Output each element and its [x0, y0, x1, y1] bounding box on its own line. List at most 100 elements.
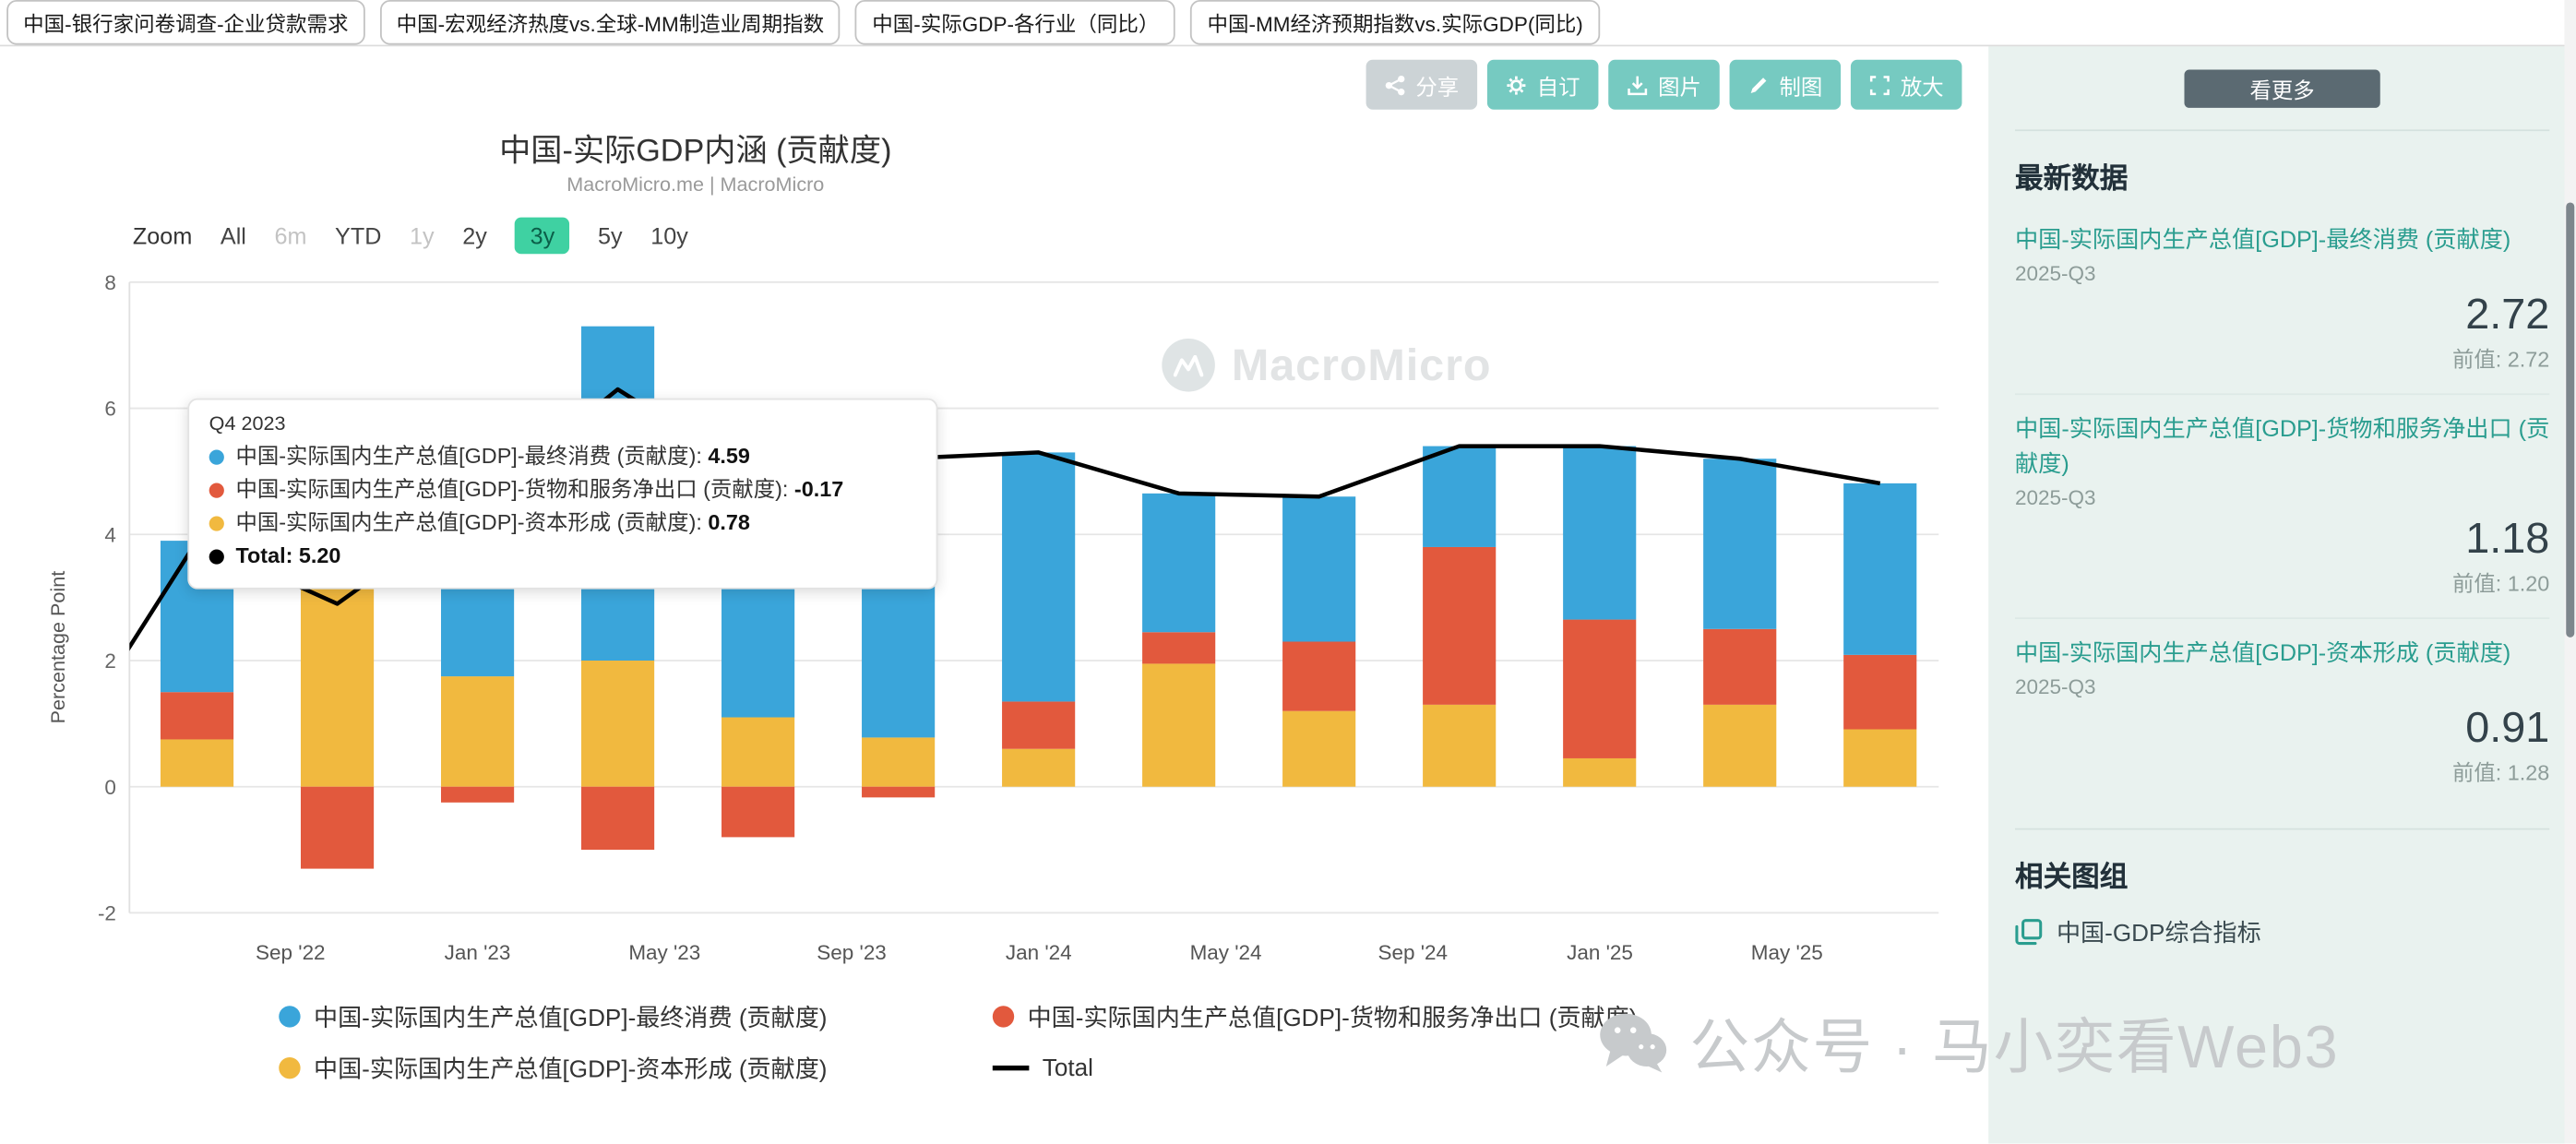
latest-data-date: 2025-Q3: [2014, 262, 2096, 286]
tooltip-row: 中国-实际国内生产总值[GDP]-货物和服务净出口 (贡献度): -0.17: [209, 473, 916, 506]
svg-text:Jan '23: Jan '23: [445, 941, 511, 964]
legend-label: 中国-实际国内生产总值[GDP]-最终消费 (贡献度): [314, 1006, 828, 1032]
wechat-watermark: 公众号 · 马小奕看Web3: [1597, 999, 2340, 1086]
svg-text:May '25: May '25: [1751, 941, 1823, 964]
gear-icon: [1506, 74, 1527, 95]
svg-text:8: 8: [104, 271, 116, 294]
svg-text:Jan '24: Jan '24: [1006, 941, 1072, 964]
series-color-dot: [209, 482, 224, 497]
svg-text:6: 6: [104, 398, 116, 421]
page-tab-2[interactable]: 中国-宏观经济热度vs.全球-MM制造业周期指数: [379, 0, 841, 45]
legend-label: Total: [1042, 1055, 1093, 1082]
zoom-option-YTD[interactable]: YTD: [335, 222, 382, 249]
share-icon: [1384, 74, 1405, 95]
zoom-option-All[interactable]: All: [220, 222, 246, 249]
tab-bar: 中国-银行家问卷调查-企业贷款需求 中国-宏观经济热度vs.全球-MM制造业周期指…: [0, 0, 2576, 47]
divider: [2014, 828, 2550, 830]
series-color-dot: [209, 515, 224, 530]
chart-subtitle: MacroMicro.me | MacroMicro: [566, 173, 825, 197]
image-button[interactable]: 图片: [1608, 59, 1720, 110]
series-color-dot: [279, 1006, 301, 1028]
zoom-label: Zoom: [132, 222, 193, 249]
zoom-option-5y[interactable]: 5y: [598, 222, 623, 249]
sidebar: 看更多 最新数据 中国-实际国内生产总值[GDP]-最终消费 (贡献度) 2025…: [1988, 46, 2576, 1144]
svg-text:4: 4: [104, 523, 116, 546]
expand-icon: [1869, 74, 1890, 95]
gdp-contribution-chart[interactable]: 8 6 4 2 0 -2 Sep '22 Jan '23 May '23 Sep '23 Jan '…: [66, 257, 1967, 996]
macromicro-watermark: MacroMicro: [1162, 338, 1492, 392]
download-image-icon: [1627, 74, 1648, 95]
scrollbar-thumb[interactable]: [2566, 202, 2575, 638]
svg-text:Sep '24: Sep '24: [1378, 941, 1449, 964]
related-chart-group-link[interactable]: 中国-GDP综合指标: [2015, 914, 2549, 949]
zoom-option-6m: 6m: [274, 222, 307, 249]
latest-data-title: 最新数据: [2014, 162, 2129, 195]
chart-toolbar: 分享 自订 图片 制图 放大: [1366, 59, 1962, 110]
latest-data-item: 中国-实际国内生产总值[GDP]-资本形成 (贡献度) 2025-Q3 0.91 前值…: [2015, 619, 2549, 806]
latest-data-item: 中国-实际国内生产总值[GDP]-货物和服务净出口 (贡献度) 2025-Q3 1.…: [2014, 395, 2550, 620]
zoom-options: All 6m YTD 1y 2y 3y 5y 10y: [220, 217, 688, 255]
tooltip-row: 中国-实际国内生产总值[GDP]-资本形成 (贡献度): 0.78: [209, 506, 916, 540]
svg-text:Jan '25: Jan '25: [1567, 941, 1633, 964]
customize-button[interactable]: 自订: [1486, 59, 1599, 110]
latest-data-date: 2025-Q3: [2014, 675, 2096, 699]
main-area: 分享 自订 图片 制图 放大 中国-实际GDP内涵 (贡献度) MacroMicro.m…: [0, 46, 2576, 1144]
tooltip-row: 中国-实际国内生产总值[GDP]-最终消费 (贡献度): 4.59: [209, 440, 916, 473]
tooltip-row: Total: 5.20: [209, 540, 916, 573]
legend-label: 中国-实际国内生产总值[GDP]-货物和服务净出口 (贡献度): [1027, 1006, 1638, 1032]
zoom-option-10y[interactable]: 10y: [650, 222, 688, 249]
latest-data-date: 2025-Q3: [2014, 486, 2096, 510]
see-more-button[interactable]: 看更多: [2184, 69, 2380, 108]
chart-group-icon: [2015, 918, 2044, 947]
share-button[interactable]: 分享: [1366, 59, 1477, 110]
zoom-in-button[interactable]: 放大: [1850, 59, 1962, 110]
wechat-watermark-text: 公众号 · 马小奕看Web3: [1689, 1012, 2340, 1081]
divider: [2014, 129, 2550, 132]
page-tab-1[interactable]: 中国-银行家问卷调查-企业贷款需求: [6, 0, 365, 45]
latest-data-link[interactable]: 中国-实际国内生产总值[GDP]-资本形成 (贡献度): [2014, 638, 2511, 666]
legend-item[interactable]: 中国-实际国内生产总值[GDP]-最终消费 (贡献度): [279, 999, 993, 1034]
latest-data-item: 中国-实际国内生产总值[GDP]-最终消费 (贡献度) 2025-Q3 2.72 前值…: [2014, 206, 2550, 396]
latest-data-link[interactable]: 中国-实际国内生产总值[GDP]-货物和服务净出口 (贡献度): [2014, 414, 2550, 477]
svg-text:0: 0: [104, 776, 116, 799]
legend-label: 中国-实际国内生产总值[GDP]-资本形成 (贡献度): [314, 1056, 828, 1084]
latest-data-link[interactable]: 中国-实际国内生产总值[GDP]-最终消费 (贡献度): [2014, 225, 2511, 253]
svg-text:-2: -2: [98, 902, 116, 925]
chart-title: 中国-实际GDP内涵 (贡献度): [499, 134, 892, 170]
series-color-dot: [209, 548, 224, 564]
svg-text:May '24: May '24: [1190, 941, 1262, 964]
legend-item[interactable]: Total: [992, 1051, 1638, 1086]
svg-text:May '23: May '23: [628, 941, 700, 964]
chart-tooltip: Q4 2023 中国-实际国内生产总值[GDP]-最终消费 (贡献度): 4.5…: [187, 398, 938, 590]
legend-item[interactable]: 中国-实际国内生产总值[GDP]-资本形成 (贡献度): [279, 1051, 993, 1086]
page-tab-3[interactable]: 中国-实际GDP-各行业（同比）: [855, 0, 1176, 45]
latest-data-previous: 前值: 1.20: [2451, 570, 2550, 596]
series-color-dot: [209, 448, 224, 464]
pencil-icon: [1747, 74, 1769, 95]
chart-legend: 中国-实际国内生产总值[GDP]-最终消费 (贡献度) 中国-实际国内生产总值[G…: [279, 999, 1637, 1086]
latest-data-previous: 前值: 1.28: [2451, 759, 2550, 785]
zoom-option-3y[interactable]: 3y: [515, 217, 570, 255]
related-charts-title: 相关图组: [2014, 861, 2129, 893]
latest-data-value: 1.18: [2465, 512, 2550, 563]
draw-button[interactable]: 制图: [1729, 59, 1842, 110]
svg-text:2: 2: [104, 649, 116, 673]
related-charts-list: 中国-GDP综合指标: [2015, 914, 2549, 949]
zoom-option-2y[interactable]: 2y: [462, 222, 487, 249]
svg-text:Sep '23: Sep '23: [817, 941, 887, 964]
series-color-dot: [992, 1006, 1015, 1028]
svg-text:Sep '22: Sep '22: [256, 941, 326, 964]
tooltip-period: Q4 2023: [209, 411, 286, 435]
macromicro-watermark-text: MacroMicro: [1231, 339, 1492, 389]
zoom-controls: Zoom All 6m YTD 1y 2y 3y 5y 10y: [132, 217, 688, 255]
latest-data-list: 中国-实际国内生产总值[GDP]-最终消费 (贡献度) 2025-Q3 2.72 前值…: [2014, 206, 2550, 806]
page-tab-4[interactable]: 中国-MM经济预期指数vs.实际GDP(同比): [1190, 0, 1600, 45]
chart-region: 分享 自订 图片 制图 放大 中国-实际GDP内涵 (贡献度) MacroMicro.m…: [0, 46, 1989, 1144]
macromicro-logo-icon: [1162, 338, 1215, 392]
scrollbar[interactable]: [2564, 0, 2576, 1144]
wechat-icon: [1597, 1009, 1670, 1076]
zoom-option-1y: 1y: [410, 222, 435, 249]
legend-item[interactable]: 中国-实际国内生产总值[GDP]-货物和服务净出口 (贡献度): [992, 999, 1638, 1034]
series-color-dot: [279, 1056, 301, 1079]
